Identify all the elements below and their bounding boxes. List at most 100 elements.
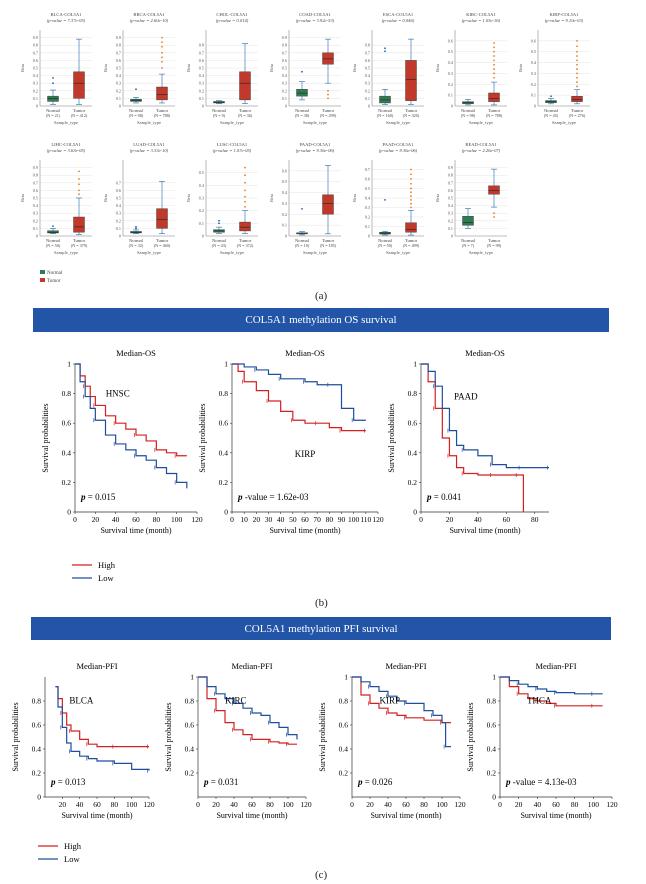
normal-outlier — [52, 82, 54, 85]
y-tick-label: 0.3 — [199, 81, 204, 86]
tumor-outlier — [161, 61, 163, 63]
y-tick-label: 0.5 — [365, 186, 370, 191]
km-plot-17: 0.2 0.4 0.6 0.8 1 0 20 40 60 80 100 120 Survival tim… — [164, 661, 312, 820]
y-tick-label: 0 — [36, 104, 38, 109]
y-tick-label: 0.2 — [116, 218, 121, 223]
legend-high-label: High — [98, 560, 116, 570]
boxplot-12: READ-COL5A1(p-value = 2.26e-07) 0 0.1 0.2 0.… — [435, 142, 507, 255]
km-curve-high — [500, 676, 603, 707]
km-x-tick-label: 10 — [240, 515, 248, 524]
y-tick-label: 0.5 — [448, 49, 453, 54]
y-axis-label: Beta — [352, 64, 357, 72]
normal-n-label: (N = 45) — [544, 113, 559, 118]
y-tick-label: 0.2 — [199, 208, 204, 213]
legend-tumor-label: Tumor — [47, 279, 61, 284]
normal-outlier — [135, 227, 137, 230]
tumor-tick-label: Tumor — [405, 238, 418, 243]
box-pvalue: (p-value = 0.046) — [382, 18, 415, 23]
km-legend-pfi: High Low — [38, 841, 82, 864]
km-x-tick-label: 60 — [503, 515, 511, 524]
tumor-n-label: (N = 276) — [569, 113, 586, 118]
km-y-axis-label: Survival probabilities — [466, 702, 475, 771]
tumor-outlier — [244, 174, 246, 177]
tumor-outlier — [576, 45, 578, 48]
tumor-outlier — [244, 181, 246, 184]
tumor-outlier — [576, 68, 578, 70]
km-y-tick-label: 0.4 — [408, 448, 418, 457]
y-tick-label: 0.4 — [448, 60, 454, 65]
km-header: Median-PFI — [76, 661, 117, 671]
y-tick-label: 0.1 — [116, 96, 121, 101]
km-cancer-label: HNSC — [106, 389, 130, 399]
tumor-box — [239, 221, 251, 232]
y-tick-label: 0.3 — [365, 81, 370, 86]
tumor-n-label: (N = 185) — [320, 243, 337, 248]
y-tick-label: 0.8 — [365, 43, 370, 48]
km-y-tick-label: 0.4 — [219, 448, 229, 457]
km-cancer-label: THCA — [527, 695, 552, 705]
km-x-tick-label: 80 — [266, 800, 274, 809]
boxplot-2: CHOL-COL5A1(p-value = 0.014) 0 0.1 0.2 0.3 0.… — [186, 12, 258, 125]
y-tick-label: 0 — [202, 104, 204, 109]
panel-label-a: (a) — [315, 290, 328, 302]
box-title: READ-COL5A1 — [465, 142, 497, 147]
km-y-tick-label: 0.6 — [32, 721, 42, 730]
tumor-n-label: (N = 788) — [486, 113, 503, 118]
y-tick-label: 0.2 — [448, 218, 453, 223]
y-tick-label: 0.2 — [365, 88, 370, 93]
km-x-axis-label: Survival time (month) — [100, 526, 171, 535]
km-curve-low — [421, 363, 549, 469]
km-x-tick-label: 120 — [606, 800, 618, 809]
y-tick-label: 0.6 — [33, 58, 38, 63]
box-title: KIRP-COL5A1 — [549, 12, 579, 17]
y-tick-label: 0.2 — [116, 88, 121, 93]
box-pvalue: (p-value = 3.33e-10) — [130, 148, 169, 153]
normal-outlier — [52, 76, 54, 79]
tumor-outlier — [493, 59, 495, 62]
km-x-axis-label: Survival time (month) — [216, 811, 287, 820]
km-x-tick-label: 120 — [191, 515, 203, 524]
km-x-tick-label: 100 — [348, 515, 360, 524]
normal-tick-label: Normal — [295, 238, 310, 243]
y-tick-label: 0.2 — [448, 82, 453, 87]
y-tick-label: 0.2 — [33, 88, 38, 93]
km-y-tick-label: 0.8 — [487, 697, 497, 706]
box-pvalue: (p-value = 3.92e-53) — [296, 18, 335, 23]
box-title: BRCA-COL5A1 — [133, 12, 165, 17]
x-axis-label: Sample_type — [220, 120, 244, 125]
normal-box — [379, 95, 391, 104]
normal-tick-label: Normal — [46, 238, 61, 243]
km-curve-high — [232, 363, 366, 432]
km-y-tick-label: 0.8 — [408, 389, 418, 398]
km-y-tick-label: 1 — [67, 360, 71, 369]
km-header: Median-OS — [116, 348, 156, 358]
y-tick-label: 0.4 — [365, 73, 371, 78]
box-pvalue: (p-value = 3.63e-05) — [47, 148, 86, 153]
tumor-n-label: (N = 460) — [154, 243, 171, 248]
y-tick-label: 0.2 — [282, 88, 287, 93]
tumor-n-label: (N = 99) — [487, 243, 502, 248]
y-tick-label: 0 — [451, 104, 453, 109]
tumor-outlier — [244, 189, 246, 192]
box-pvalue: (p-value = 9.36e-06) — [379, 148, 418, 153]
y-tick-label: 0.6 — [448, 188, 453, 193]
legend-normal-label: Normal — [47, 271, 63, 276]
y-tick-label: 0.8 — [199, 43, 204, 48]
box-title: CHOL-COL5A1 — [216, 12, 248, 17]
km-x-tick-label: 100 — [126, 800, 138, 809]
tumor-tick-label: Tumor — [322, 108, 335, 113]
y-tick-label: 0 — [534, 104, 536, 109]
tumor-outlier — [576, 63, 578, 66]
km-x-tick-label: 0 — [350, 800, 354, 809]
y-tick-label: 0.6 — [365, 177, 370, 182]
tumor-outlier — [410, 187, 412, 190]
normal-n-label: (N = 38) — [295, 113, 310, 118]
boxplot-7: LIHC-COL5A1(p-value = 3.63e-05) 0 0.1 0.2 0.… — [20, 142, 92, 255]
normal-outlier — [218, 219, 220, 222]
km-y-tick-label: 0.8 — [219, 389, 229, 398]
tumor-outlier — [244, 195, 246, 198]
y-tick-label: 0.1 — [365, 96, 370, 101]
km-y-tick-label: 0.2 — [185, 769, 195, 778]
km-y-tick-label: 0 — [224, 508, 228, 517]
boxplot-4: ESCA-COL5A1(p-value = 0.046) 0 0.1 0.2 0.3 0.… — [352, 12, 424, 125]
